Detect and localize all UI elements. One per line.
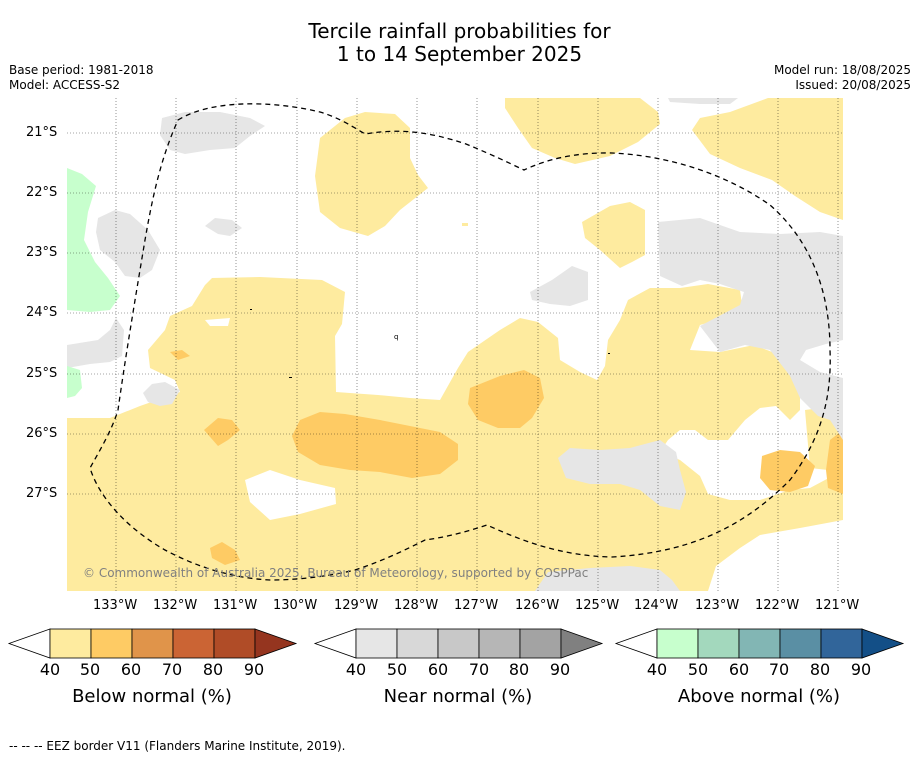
below-colorbar-segment (131, 628, 174, 659)
below-colorbar-low-extend (7, 628, 51, 659)
below-normal-label: Below normal (%) (72, 686, 232, 707)
lon-label-125w: 125°W (575, 598, 620, 613)
below-tick-60: 60 (120, 660, 142, 679)
below-colorbar-segment (49, 628, 92, 659)
near-colorbar-segment (478, 628, 521, 659)
near-normal-colorbar (313, 628, 604, 659)
near-colorbar-segment (355, 628, 398, 659)
above-normal-label: Above normal (%) (677, 686, 841, 707)
map-small-mark: q (394, 333, 398, 341)
below-tick-50: 50 (79, 660, 101, 679)
copyright-notice: © Commonwealth of Australia 2025, Bureau… (83, 566, 589, 580)
below-tick-70: 70 (161, 660, 183, 679)
above-tick-90: 90 (850, 660, 872, 679)
lat-label-22s: 22°S (26, 185, 58, 200)
above-tick-80: 80 (809, 660, 831, 679)
lat-label-25s: 25°S (26, 366, 58, 381)
above-tick-50: 50 (687, 660, 709, 679)
near-tick-60: 60 (427, 660, 449, 679)
below-normal-colorbar (7, 628, 298, 659)
above-colorbar-segment (656, 628, 699, 659)
lat-label-27s: 27°S (26, 486, 58, 501)
near-tick-50: 50 (386, 660, 408, 679)
normal-region (205, 318, 336, 520)
eez-footnote: -- -- -- EEZ border V11 (Flanders Marine… (9, 739, 346, 753)
above-colorbar-segment (779, 628, 822, 659)
above-colorbar-segment (738, 628, 781, 659)
near-colorbar-high-extend (560, 628, 604, 659)
lon-label-128w: 128°W (394, 598, 439, 613)
lon-label-124w: 124°W (634, 598, 679, 613)
model-name: Model: ACCESS-S2 (9, 78, 121, 92)
below-colorbar-segment (172, 628, 215, 659)
lon-label-131w: 131°W (213, 598, 258, 613)
lon-label-123w: 123°W (695, 598, 740, 613)
lat-label-26s: 26°S (26, 426, 58, 441)
above-colorbar-segment (697, 628, 740, 659)
near-colorbar-segment (437, 628, 480, 659)
below-tick-80: 80 (202, 660, 224, 679)
near-colorbar-low-extend (313, 628, 357, 659)
below-tick-40: 40 (39, 660, 61, 679)
near-tick-70: 70 (468, 660, 490, 679)
near-normal-label: Near normal (%) (383, 686, 533, 707)
map-dot (289, 377, 292, 378)
issued-date: Issued: 20/08/2025 (795, 78, 911, 92)
below-colorbar-segment (213, 628, 256, 659)
map-dot (608, 353, 610, 354)
eez-border (89, 103, 831, 581)
above-normal-colorbar (614, 628, 905, 659)
above-colorbar-low-extend (614, 628, 658, 659)
lat-label-23s: 23°S (26, 245, 58, 260)
lon-label-129w: 129°W (334, 598, 379, 613)
map-gridlines (67, 98, 843, 591)
above-tick-60: 60 (728, 660, 750, 679)
above-colorbar-high-extend (861, 628, 905, 659)
near-tick-90: 90 (549, 660, 571, 679)
map-title-line2: 1 to 14 September 2025 (336, 42, 583, 66)
lon-label-130w: 130°W (273, 598, 318, 613)
map-title-line1: Tercile rainfall probabilities for (308, 19, 611, 43)
below-normal-50-60-region (170, 350, 843, 565)
lon-label-126w: 126°W (515, 598, 560, 613)
near-colorbar-segment (519, 628, 562, 659)
near-tick-80: 80 (508, 660, 530, 679)
below-normal-40-50-region (67, 98, 843, 591)
lat-label-21s: 21°S (26, 125, 58, 140)
above-tick-70: 70 (768, 660, 790, 679)
below-colorbar-segment (90, 628, 133, 659)
lon-label-121w: 121°W (815, 598, 860, 613)
lon-label-127w: 127°W (454, 598, 499, 613)
above-tick-40: 40 (646, 660, 668, 679)
below-colorbar-high-extend (254, 628, 298, 659)
lon-label-132w: 132°W (153, 598, 198, 613)
base-period: Base period: 1981-2018 (9, 63, 154, 77)
near-tick-40: 40 (345, 660, 367, 679)
near-colorbar-segment (396, 628, 439, 659)
above-colorbar-segment (820, 628, 863, 659)
map-dot (250, 309, 252, 310)
model-run-date: Model run: 18/08/2025 (773, 63, 911, 77)
lon-label-122w: 122°W (755, 598, 800, 613)
lat-label-24s: 24°S (26, 305, 58, 320)
near-normal-40-50-region (67, 98, 843, 591)
lon-label-133w: 133°W (93, 598, 138, 613)
below-tick-90: 90 (243, 660, 265, 679)
